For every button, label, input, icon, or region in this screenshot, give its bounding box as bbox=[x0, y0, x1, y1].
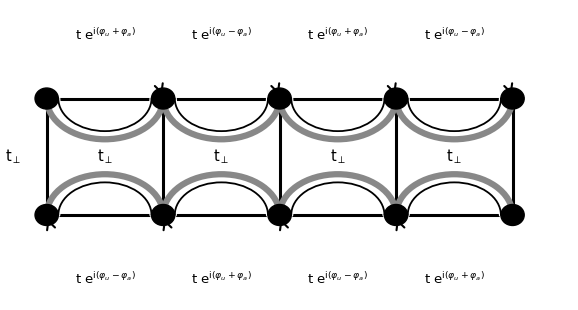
Text: t e$^{\mathrm{i}(\varphi_u-\varphi_a)}$: t e$^{\mathrm{i}(\varphi_u-\varphi_a)}$ bbox=[191, 27, 252, 42]
Ellipse shape bbox=[268, 205, 291, 225]
Text: t e$^{\mathrm{i}(\varphi_u-\varphi_a)}$: t e$^{\mathrm{i}(\varphi_u-\varphi_a)}$ bbox=[307, 271, 368, 287]
Text: t$_{\perp}$: t$_{\perp}$ bbox=[97, 147, 113, 166]
Text: t e$^{\mathrm{i}(\varphi_u-\varphi_a)}$: t e$^{\mathrm{i}(\varphi_u-\varphi_a)}$ bbox=[75, 271, 135, 287]
Ellipse shape bbox=[268, 88, 291, 109]
Ellipse shape bbox=[151, 205, 175, 225]
Text: t e$^{\mathrm{i}(\varphi_u-\varphi_a)}$: t e$^{\mathrm{i}(\varphi_u-\varphi_a)}$ bbox=[424, 27, 485, 42]
Text: t e$^{\mathrm{i}(\varphi_u+\varphi_a)}$: t e$^{\mathrm{i}(\varphi_u+\varphi_a)}$ bbox=[75, 27, 135, 42]
Text: t$_{\perp}$: t$_{\perp}$ bbox=[329, 147, 346, 166]
Text: t e$^{\mathrm{i}(\varphi_u+\varphi_a)}$: t e$^{\mathrm{i}(\varphi_u+\varphi_a)}$ bbox=[307, 27, 368, 42]
Ellipse shape bbox=[384, 205, 407, 225]
Text: t e$^{\mathrm{i}(\varphi_u+\varphi_a)}$: t e$^{\mathrm{i}(\varphi_u+\varphi_a)}$ bbox=[424, 271, 485, 287]
Text: t e$^{\mathrm{i}(\varphi_u+\varphi_a)}$: t e$^{\mathrm{i}(\varphi_u+\varphi_a)}$ bbox=[191, 271, 252, 287]
Ellipse shape bbox=[35, 205, 58, 225]
Ellipse shape bbox=[501, 205, 524, 225]
Ellipse shape bbox=[151, 88, 175, 109]
Text: t$_{\perp}$: t$_{\perp}$ bbox=[446, 147, 462, 166]
Ellipse shape bbox=[501, 88, 524, 109]
Text: t$_{\perp}$: t$_{\perp}$ bbox=[213, 147, 229, 166]
Ellipse shape bbox=[35, 88, 58, 109]
Text: t$_{\perp}$: t$_{\perp}$ bbox=[5, 147, 21, 166]
Ellipse shape bbox=[384, 88, 407, 109]
